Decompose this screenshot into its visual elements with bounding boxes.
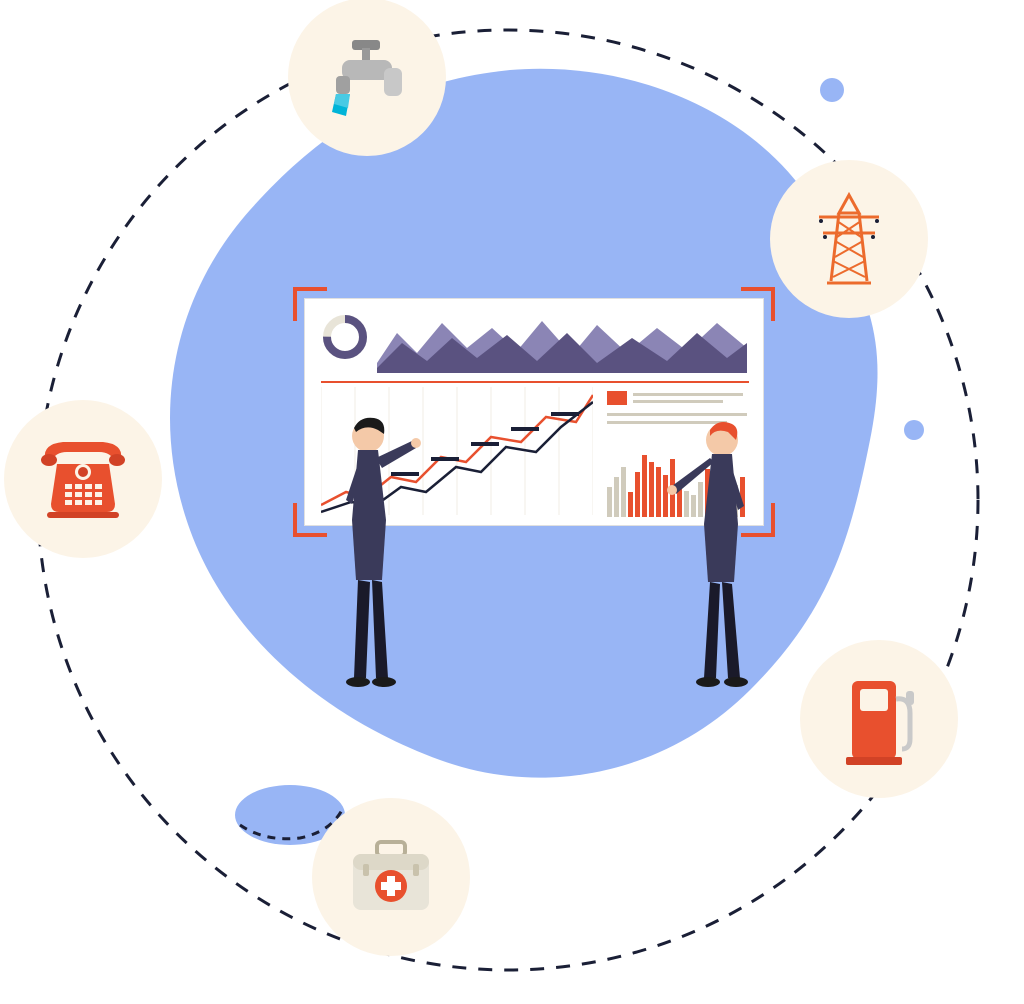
medical-utility-bubble (312, 798, 470, 956)
water-utility-bubble (288, 0, 446, 156)
accent-dot (820, 78, 844, 102)
telephone-utility-bubble (4, 400, 162, 558)
infographic-canvas (0, 0, 1024, 1004)
person-left (316, 410, 426, 700)
area-chart (377, 313, 747, 375)
fuel-utility-bubble (800, 640, 958, 798)
electricity-utility-bubble (770, 160, 928, 318)
donut-chart (321, 313, 369, 361)
accent-dot (904, 420, 924, 440)
gas-pump-icon (834, 669, 924, 769)
water-tap-icon (322, 32, 412, 122)
power-tower-icon (809, 189, 889, 289)
person-right (666, 414, 776, 700)
telephone-icon (33, 434, 133, 524)
medical-kit-icon (341, 832, 441, 922)
